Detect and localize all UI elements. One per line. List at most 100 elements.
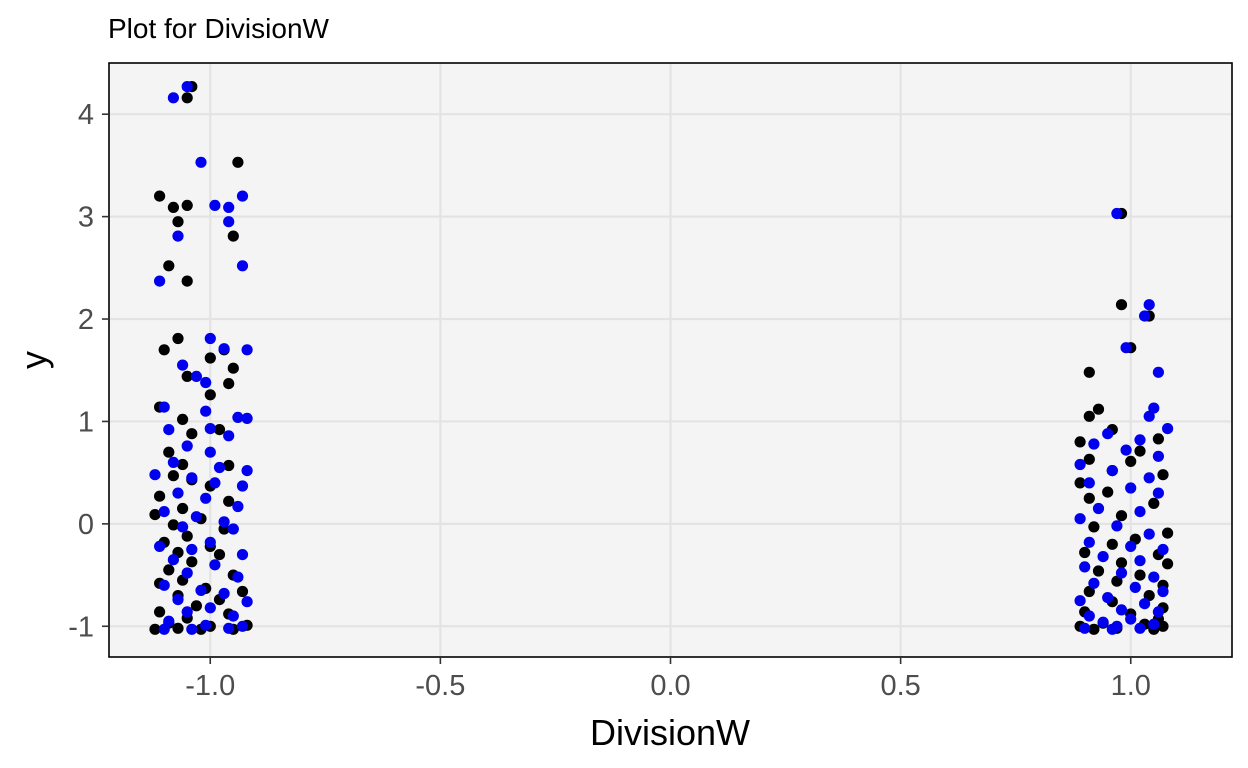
- data-point: [177, 458, 189, 471]
- data-point: [218, 516, 230, 528]
- data-point: [204, 446, 216, 458]
- data-point: [204, 423, 216, 435]
- data-point: [163, 446, 175, 458]
- grid-lines: [109, 63, 1232, 657]
- data-point: [1148, 402, 1160, 414]
- data-point: [1162, 527, 1174, 539]
- data-point: [213, 461, 226, 474]
- data-point: [1157, 469, 1169, 481]
- data-point: [190, 600, 202, 612]
- data-point: [1125, 455, 1137, 467]
- data-point: [177, 521, 189, 533]
- data-point: [172, 216, 184, 228]
- data-point: [213, 549, 226, 561]
- data-point: [204, 602, 216, 614]
- data-point: [1079, 561, 1091, 573]
- data-point: [1148, 571, 1160, 583]
- data-point: [1134, 506, 1146, 518]
- data-point: [227, 523, 239, 535]
- data-point: [1079, 546, 1091, 559]
- data-point: [1088, 577, 1100, 589]
- data-point: [154, 190, 166, 202]
- data-point: [1157, 585, 1169, 598]
- data-point: [1102, 428, 1114, 440]
- chart-title: Plot for DivisionW: [108, 13, 330, 44]
- data-point: [1111, 207, 1123, 220]
- data-point: [195, 156, 207, 168]
- data-point: [181, 567, 193, 579]
- data-point: [158, 623, 170, 635]
- y-tick-label: 3: [78, 202, 94, 234]
- data-point: [181, 275, 193, 287]
- data-point: [236, 585, 249, 598]
- data-point: [223, 495, 235, 507]
- data-point: [1157, 620, 1169, 632]
- data-point: [1106, 465, 1118, 477]
- data-point: [1134, 569, 1146, 581]
- data-point: [167, 92, 179, 104]
- data-point: [200, 492, 212, 504]
- data-point: [186, 543, 198, 556]
- data-point: [172, 332, 184, 345]
- x-axis-title: DivisionW: [590, 712, 750, 753]
- data-point: [167, 201, 179, 213]
- data-point: [1083, 610, 1095, 622]
- data-point: [1152, 450, 1164, 462]
- data-point: [172, 594, 184, 606]
- data-point: [241, 596, 253, 608]
- data-point: [1111, 520, 1123, 532]
- data-point: [1074, 595, 1086, 607]
- data-point: [1148, 497, 1160, 509]
- data-point: [236, 549, 249, 561]
- x-tick-label: 1.0: [1111, 670, 1151, 702]
- data-point: [1115, 299, 1128, 311]
- data-point: [1134, 555, 1146, 567]
- y-tick-label: 2: [78, 304, 94, 336]
- data-point: [163, 564, 175, 576]
- data-point: [1120, 444, 1132, 456]
- data-point: [1115, 557, 1128, 569]
- data-point: [163, 424, 175, 436]
- data-point: [177, 413, 189, 425]
- data-point: [1088, 521, 1100, 533]
- data-point: [1162, 423, 1174, 435]
- data-point: [236, 190, 249, 202]
- data-point: [1083, 477, 1095, 489]
- data-point: [1143, 410, 1155, 422]
- data-point: [181, 370, 193, 382]
- data-point: [154, 606, 166, 618]
- y-tick-label: 0: [78, 509, 94, 541]
- data-point: [1162, 558, 1174, 570]
- data-point: [167, 470, 179, 482]
- data-point: [1143, 528, 1155, 540]
- data-point: [232, 156, 244, 168]
- data-point: [1083, 585, 1095, 598]
- data-point: [149, 623, 161, 635]
- x-tick-label: 0.5: [880, 670, 920, 702]
- data-point: [232, 411, 244, 423]
- data-point: [181, 440, 193, 452]
- data-point: [158, 579, 170, 591]
- data-point: [232, 500, 244, 513]
- data-point: [1152, 487, 1164, 499]
- y-tick-label: 4: [78, 99, 94, 131]
- x-tick-label: -1.0: [185, 670, 235, 702]
- data-point: [149, 469, 161, 481]
- y-axis-ticks: -1 0 1 2 3 4: [68, 99, 109, 643]
- data-point: [1134, 622, 1146, 634]
- data-point: [158, 344, 170, 356]
- data-point: [1083, 536, 1095, 548]
- data-point: [181, 530, 193, 542]
- data-point: [158, 401, 170, 413]
- data-point: [227, 230, 239, 242]
- data-point: [1074, 477, 1086, 489]
- data-point: [232, 571, 244, 583]
- data-point: [209, 199, 221, 211]
- data-point: [190, 511, 202, 523]
- data-point: [1148, 618, 1160, 630]
- data-point: [227, 362, 239, 374]
- data-point: [223, 430, 235, 442]
- data-point: [1092, 403, 1105, 415]
- data-point: [181, 81, 193, 93]
- data-point: [1129, 581, 1141, 594]
